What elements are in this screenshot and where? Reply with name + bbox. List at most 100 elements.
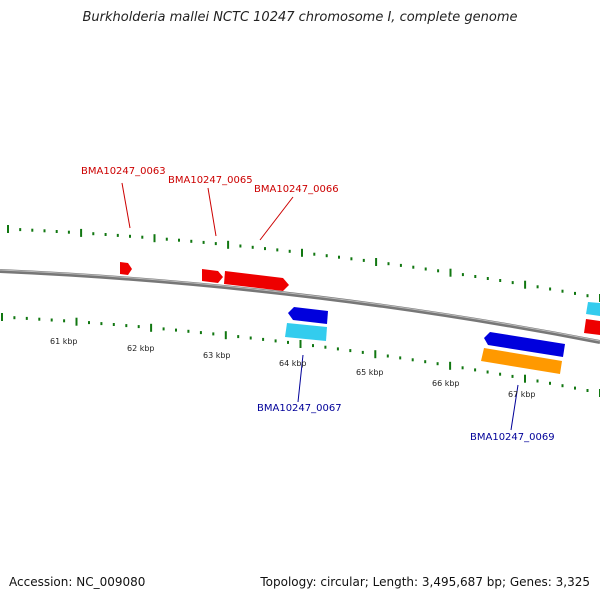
upper-minor-tick <box>276 248 279 252</box>
lower-minor-tick <box>137 325 140 329</box>
upper-major-tick <box>153 234 156 243</box>
gene-feature-0063[interactable] <box>120 262 132 275</box>
upper-major-tick <box>301 248 303 257</box>
gene-feature-right-red[interactable] <box>584 319 600 335</box>
gene-label-0066[interactable]: BMA10247_0066 <box>254 184 339 195</box>
upper-minor-tick <box>437 269 440 273</box>
lower-minor-tick <box>249 336 252 340</box>
gene-label-0065[interactable]: BMA10247_0065 <box>168 175 253 186</box>
map-title: Burkholderia mallei NCTC 10247 chromosom… <box>82 10 518 25</box>
lower-major-tick <box>150 323 153 332</box>
gene-label-0067[interactable]: BMA10247_0067 <box>257 403 342 414</box>
upper-minor-tick <box>31 228 34 232</box>
lower-minor-tick <box>324 345 327 349</box>
lower-major-tick <box>224 331 227 340</box>
lower-minor-tick <box>25 316 28 320</box>
lower-minor-tick <box>586 389 589 392</box>
kbp-label-66: 66 kbp <box>432 379 460 388</box>
upper-minor-tick <box>129 234 131 238</box>
lower-minor-tick <box>399 356 402 360</box>
upper-minor-tick <box>511 281 514 285</box>
gene-label-0069[interactable]: BMA10247_0069 <box>470 432 555 443</box>
kbp-label-64: 64 kbp <box>279 359 307 368</box>
leader-line-0065 <box>207 187 217 237</box>
lower-minor-tick <box>112 323 115 326</box>
gene-feature-0069[interactable] <box>484 332 565 357</box>
lower-minor-tick <box>486 370 489 374</box>
upper-minor-tick <box>399 263 402 267</box>
gene-feature-0066[interactable] <box>224 271 289 291</box>
upper-minor-tick <box>178 238 180 242</box>
leader-line-0067 <box>297 354 304 403</box>
gene-feature-0067[interactable] <box>288 307 328 324</box>
upper-minor-tick <box>461 273 464 277</box>
gene-feature-right-cyan[interactable] <box>586 302 600 316</box>
kbp-label-67: 67 kbp <box>508 390 536 399</box>
lower-minor-tick <box>274 339 277 343</box>
upper-minor-tick <box>251 245 254 249</box>
lower-major-tick <box>75 317 78 326</box>
upper-minor-tick <box>116 233 119 237</box>
chromosome-backbone <box>0 269 600 344</box>
upper-major-tick <box>449 268 452 277</box>
upper-minor-tick <box>412 265 415 269</box>
lower-minor-tick <box>549 381 551 385</box>
lower-minor-tick <box>511 374 514 378</box>
upper-major-tick <box>7 225 9 233</box>
upper-minor-tick <box>104 233 107 236</box>
lower-minor-tick <box>361 350 364 354</box>
upper-minor-tick <box>486 277 489 280</box>
upper-tick-track <box>7 225 600 302</box>
lower-minor-tick <box>212 332 215 336</box>
upper-major-tick <box>80 228 83 237</box>
upper-minor-tick <box>202 240 205 244</box>
lower-minor-tick <box>162 327 165 331</box>
upper-minor-tick <box>387 262 390 266</box>
lower-minor-tick <box>50 318 53 322</box>
lower-minor-tick <box>424 360 427 364</box>
upper-minor-tick <box>499 279 502 282</box>
leader-line-0066 <box>259 196 294 241</box>
upper-minor-tick <box>141 235 144 239</box>
genome-summary: Topology: circular; Length: 3,495,687 bp… <box>260 575 590 589</box>
upper-minor-tick <box>574 291 576 295</box>
lower-minor-tick <box>88 321 90 325</box>
lower-minor-tick <box>386 354 389 358</box>
upper-minor-tick <box>239 244 242 248</box>
lower-major-tick <box>374 350 377 359</box>
lower-tick-track <box>1 313 600 397</box>
gene-feature-0067-gene[interactable] <box>285 323 327 341</box>
upper-minor-tick <box>92 232 95 236</box>
lower-minor-tick <box>474 368 477 372</box>
accession-label: Accession: NC_009080 <box>9 575 146 589</box>
upper-minor-tick <box>474 275 477 278</box>
kbp-label-61: 61 kbp <box>50 337 78 346</box>
lower-minor-tick <box>175 328 177 332</box>
lower-major-tick <box>449 361 452 370</box>
upper-minor-tick <box>67 230 70 234</box>
lower-minor-tick <box>536 379 539 383</box>
lower-minor-tick <box>287 340 289 344</box>
upper-minor-tick <box>190 239 193 243</box>
lower-minor-tick <box>349 349 352 353</box>
lower-minor-tick <box>38 317 41 321</box>
gene-label-0063[interactable]: BMA10247_0063 <box>81 166 166 177</box>
lower-minor-tick <box>574 386 576 390</box>
lower-major-tick <box>1 313 3 321</box>
upper-minor-tick <box>313 252 316 256</box>
lower-minor-tick <box>499 372 502 376</box>
gene-feature-0069-gene[interactable] <box>481 348 562 374</box>
upper-minor-tick <box>325 254 328 258</box>
lower-minor-tick <box>262 337 265 341</box>
upper-minor-tick <box>362 258 365 262</box>
lower-minor-tick <box>411 358 414 362</box>
upper-minor-tick <box>165 237 168 241</box>
lower-minor-tick <box>561 384 564 388</box>
gene-feature-0065[interactable] <box>202 269 223 283</box>
upper-minor-tick <box>19 228 22 232</box>
chromosome-backbone-highlight <box>0 269 600 342</box>
lower-minor-tick <box>237 335 240 339</box>
kbp-label-65: 65 kbp <box>356 368 384 377</box>
leader-line-0069 <box>510 384 519 431</box>
